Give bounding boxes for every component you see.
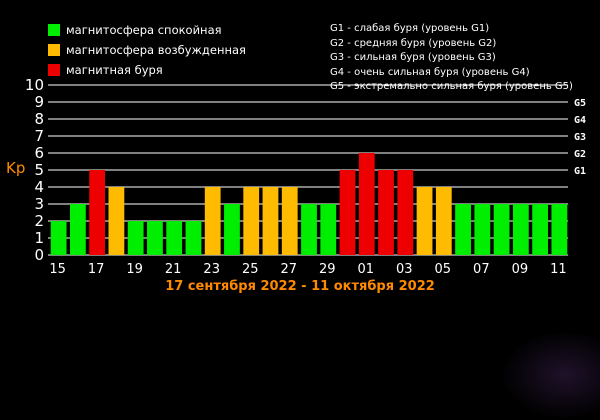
legend-swatch-storm <box>48 64 60 76</box>
legend-item-storm: магнитная буря <box>48 60 246 80</box>
x-tick-label: 03 <box>396 262 413 277</box>
x-tick-label: 27 <box>280 262 297 277</box>
x-tick-label: 23 <box>203 262 220 277</box>
bar-18 <box>397 170 414 255</box>
bar-12 <box>281 187 298 255</box>
x-tick-label: 29 <box>319 262 336 277</box>
legend-item-active: магнитосфера возбужденная <box>48 40 246 60</box>
bar-25 <box>532 204 549 255</box>
storm-level-g4: G4 - очень сильная буря (уровень G4) <box>330 66 530 78</box>
y-tick-label: 5 <box>34 161 44 179</box>
x-tick-label: 05 <box>435 262 452 277</box>
y-tick-label: 2 <box>34 212 44 230</box>
y-tick-label: 3 <box>34 195 44 213</box>
x-tick-label: 19 <box>126 262 143 277</box>
storm-level-g2: G2 - средняя буря (уровень G2) <box>330 37 497 49</box>
bar-8 <box>204 187 221 255</box>
legend-label-storm: магнитная буря <box>66 63 163 77</box>
right-tick-g3: G3 <box>574 132 586 143</box>
bar-5 <box>147 221 163 255</box>
x-tick-label: 01 <box>358 262 375 277</box>
y-tick-label: 7 <box>34 127 44 145</box>
legend-storm-levels: G1 - слабая буря (уровень G1) G2 - средн… <box>330 22 573 95</box>
right-tick-g1: G1 <box>574 166 586 177</box>
legend-label-quiet: магнитосфера спокойная <box>66 23 222 37</box>
y-tick-label: 9 <box>34 93 44 111</box>
x-tick-label: 21 <box>165 262 182 277</box>
chart-caption: 17 сентября 2022 - 11 октября 2022 <box>165 279 435 294</box>
bar-10 <box>243 187 260 255</box>
bar-26 <box>551 204 568 255</box>
storm-level-g1: G1 - слабая буря (уровень G1) <box>330 23 490 34</box>
bar-14 <box>320 204 337 255</box>
y-tick-label: 4 <box>34 178 44 196</box>
y-tick-label: 1 <box>34 229 44 247</box>
bar-19 <box>416 187 433 255</box>
storm-level-g5: G5 - экстремально сильная буря (уровень … <box>330 81 573 92</box>
y-tick-label: 0 <box>34 246 44 264</box>
bar-9 <box>224 204 240 255</box>
bar-2 <box>89 170 106 255</box>
bar-23 <box>493 204 510 255</box>
legend-swatch-active <box>48 44 60 56</box>
x-tick-label: 09 <box>512 262 529 277</box>
bar-22 <box>474 204 491 255</box>
legend-conditions: магнитосфера спокойная магнитосфера возб… <box>48 20 246 80</box>
right-tick-g5: G5 <box>574 98 586 109</box>
bar-0 <box>50 221 67 255</box>
x-tick-label: 25 <box>242 262 259 277</box>
legend-swatch-quiet <box>48 24 60 36</box>
x-tick-label: 15 <box>49 262 66 277</box>
x-tick-label: 17 <box>88 262 105 277</box>
y-tick-label: 10 <box>25 76 44 94</box>
storm-level-g3: G3 - сильная буря (уровень G3) <box>330 52 496 63</box>
bar-6 <box>166 221 183 255</box>
bar-17 <box>378 170 394 255</box>
right-tick-g4: G4 <box>574 115 586 126</box>
legend-label-active: магнитосфера возбужденная <box>66 43 246 57</box>
right-tick-g2: G2 <box>574 149 586 160</box>
bar-3 <box>108 187 125 255</box>
y-tick-label: 8 <box>34 110 44 128</box>
y-axis-label: Kp <box>6 159 26 177</box>
bar-13 <box>301 204 317 255</box>
bar-1 <box>69 204 86 255</box>
bar-16 <box>358 153 375 255</box>
bar-20 <box>435 187 452 255</box>
bar-11 <box>262 187 279 255</box>
legend-item-quiet: магнитосфера спокойная <box>48 20 246 40</box>
x-tick-label: 11 <box>550 262 567 277</box>
x-tick-label: 07 <box>473 262 490 277</box>
bar-7 <box>185 221 202 255</box>
bar-24 <box>512 204 529 255</box>
y-tick-label: 6 <box>34 144 44 162</box>
bar-15 <box>339 170 356 255</box>
bar-4 <box>127 221 144 255</box>
bar-21 <box>455 204 471 255</box>
